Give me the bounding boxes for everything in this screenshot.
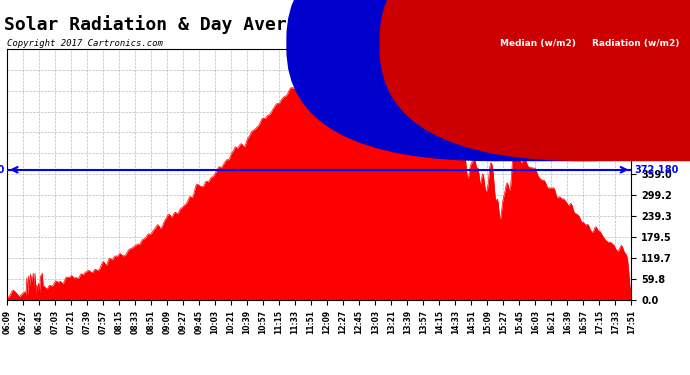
- Text: Radiation (w/m2): Radiation (w/m2): [593, 39, 680, 48]
- Text: 372.180: 372.180: [634, 165, 678, 175]
- Text: Copyright 2017 Cartronics.com: Copyright 2017 Cartronics.com: [7, 39, 163, 48]
- Text: 372.180: 372.180: [0, 165, 5, 175]
- Text: Solar Radiation & Day Average per Minute Sat Mar 11 17:51: Solar Radiation & Day Average per Minute…: [4, 15, 624, 34]
- Text: Median (w/m2): Median (w/m2): [500, 39, 576, 48]
